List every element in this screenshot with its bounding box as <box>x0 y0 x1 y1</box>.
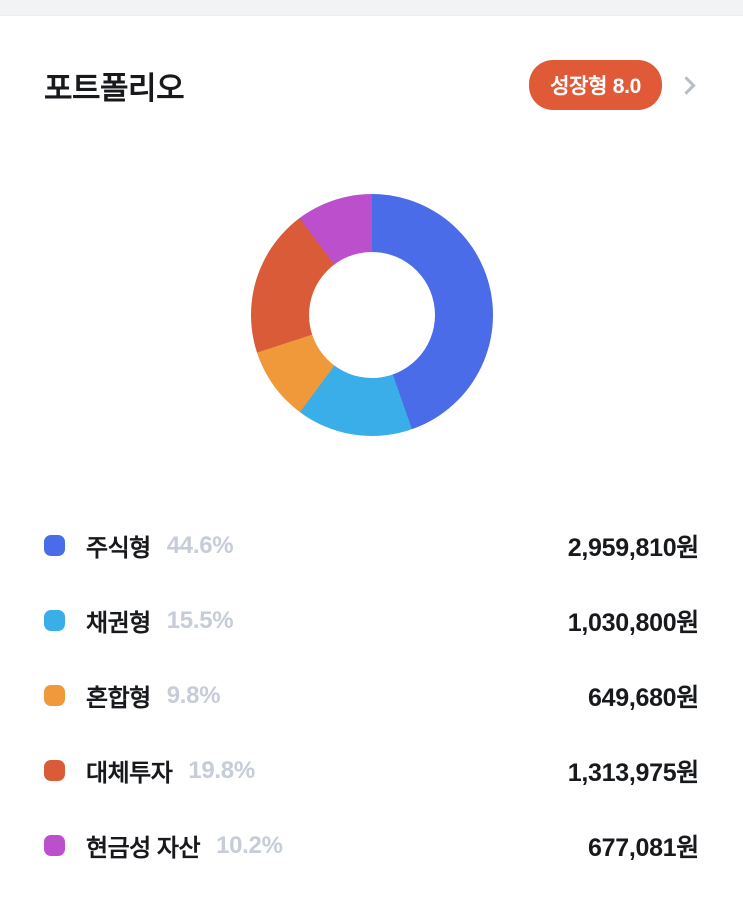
legend-percent: 15.5% <box>166 606 234 634</box>
legend-row-cash: 현금성 자산 10.2% 677,081원 <box>44 808 699 883</box>
mixed-color-swatch <box>44 685 65 706</box>
legend-percent: 44.6% <box>166 531 234 559</box>
legend-row-alternative: 대체투자 19.8% 1,313,975원 <box>44 733 699 808</box>
legend-amount: 1,030,800원 <box>567 608 700 637</box>
alternative-color-swatch <box>44 760 65 781</box>
portfolio-donut-chart <box>250 194 493 436</box>
legend-label: 채권형 <box>86 610 151 637</box>
equity-color-swatch <box>44 535 65 556</box>
legend-percent: 19.8% <box>188 756 255 784</box>
portfolio-card: 포트폴리오 성장형 8.0 주식형 44.6% 2,959,810원 채권형 1… <box>0 16 743 883</box>
legend-amount: 2,959,810원 <box>567 533 700 562</box>
legend-label: 대체투자 <box>86 760 173 787</box>
section-divider <box>0 0 743 16</box>
card-header: 포트폴리오 성장형 8.0 <box>44 60 699 110</box>
legend-amount: 1,313,975원 <box>567 758 700 787</box>
legend-amount: 677,081원 <box>588 833 699 862</box>
cash-color-swatch <box>44 835 65 856</box>
legend-row-equity: 주식형 44.6% 2,959,810원 <box>44 508 699 583</box>
legend-percent: 9.8% <box>166 681 221 709</box>
chart-area <box>44 194 699 436</box>
portfolio-legend: 주식형 44.6% 2,959,810원 채권형 15.5% 1,030,800… <box>44 508 699 883</box>
legend-row-bond: 채권형 15.5% 1,030,800원 <box>44 583 699 658</box>
donut-hole <box>308 252 435 378</box>
page-title: 포트폴리오 <box>44 70 185 106</box>
legend-percent: 10.2% <box>216 831 283 859</box>
header-right: 성장형 8.0 <box>529 60 699 110</box>
chevron-right-icon[interactable] <box>677 75 696 95</box>
bond-color-swatch <box>44 610 65 631</box>
risk-type-badge[interactable]: 성장형 8.0 <box>529 60 662 110</box>
legend-row-mixed: 혼합형 9.8% 649,680원 <box>44 658 699 733</box>
legend-label: 현금성 자산 <box>86 835 201 862</box>
legend-amount: 649,680원 <box>588 683 699 712</box>
legend-label: 혼합형 <box>86 685 151 712</box>
legend-label: 주식형 <box>86 535 151 562</box>
